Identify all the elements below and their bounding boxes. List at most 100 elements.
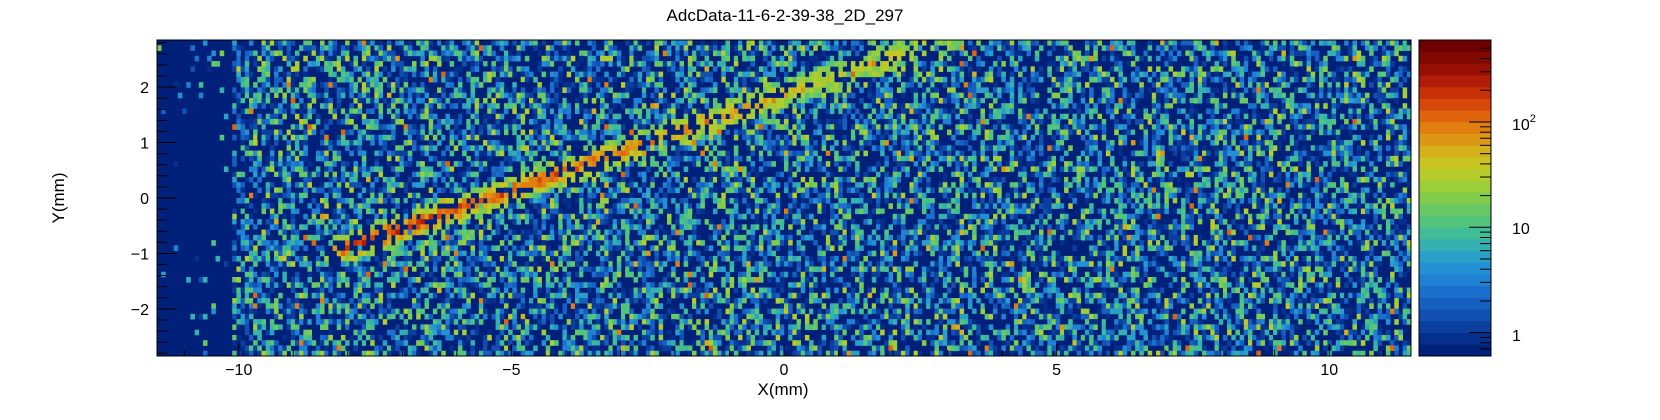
heatmap-cell — [1026, 40, 1031, 46]
heatmap-cell — [842, 145, 848, 151]
heatmap-cell — [1093, 124, 1098, 130]
heatmap-cell — [1122, 66, 1128, 72]
heatmap-cell — [683, 119, 689, 125]
heatmap-cell — [1365, 113, 1370, 120]
heatmap-cell — [257, 150, 262, 157]
heatmap-cell — [650, 161, 655, 167]
heatmap-cell — [503, 71, 509, 78]
heatmap-cell — [1344, 166, 1349, 173]
heatmap-cell — [474, 134, 480, 141]
heatmap-cell — [244, 87, 250, 94]
heatmap-cell — [951, 71, 956, 78]
heatmap-cell — [290, 161, 296, 167]
heatmap-cell — [792, 40, 797, 46]
heatmap-cell — [1214, 176, 1220, 183]
heatmap-cell — [1026, 161, 1031, 167]
heatmap-cell — [788, 166, 793, 173]
heatmap-cell — [859, 145, 864, 151]
heatmap-cell — [1243, 176, 1249, 183]
heatmap-cell — [349, 182, 354, 188]
heatmap-cell — [1105, 145, 1111, 151]
heatmap-cell — [1064, 55, 1069, 62]
heatmap-cell — [733, 124, 739, 130]
heatmap-cell — [1264, 129, 1270, 136]
heatmap-cell — [332, 45, 338, 51]
heatmap-cell — [1114, 145, 1119, 151]
heatmap-cell — [867, 119, 873, 125]
heatmap-cell — [1076, 176, 1082, 183]
heatmap-cell — [1068, 82, 1073, 88]
heatmap-cell — [1193, 40, 1199, 46]
heatmap-cell — [432, 113, 438, 120]
heatmap-cell — [445, 171, 450, 178]
heatmap-cell — [754, 50, 760, 57]
heatmap-cell — [579, 161, 584, 167]
heatmap-cell — [646, 155, 651, 162]
heatmap-cell — [1202, 76, 1207, 83]
heatmap-cell — [232, 124, 237, 130]
heatmap-cell — [775, 119, 781, 125]
heatmap-cell — [303, 140, 308, 146]
heatmap-cell — [666, 103, 672, 109]
heatmap-cell — [1064, 140, 1069, 146]
heatmap-cell — [332, 61, 338, 67]
heatmap-cell — [629, 45, 634, 51]
heatmap-cell — [683, 150, 689, 157]
heatmap-cell — [855, 124, 860, 130]
heatmap-cell — [529, 40, 534, 46]
heatmap-cell — [1034, 108, 1040, 115]
heatmap-cell — [1406, 150, 1412, 157]
heatmap-cell — [1264, 66, 1270, 72]
heatmap-cell — [1285, 140, 1291, 146]
heatmap-cell — [453, 182, 459, 188]
heatmap-cell — [779, 155, 785, 162]
heatmap-cell — [483, 124, 488, 130]
heatmap-cell — [1306, 182, 1312, 188]
heatmap-cell — [1089, 40, 1094, 46]
heatmap-cell — [1218, 50, 1224, 57]
heatmap-cell — [328, 61, 333, 67]
heatmap-cell — [1331, 113, 1337, 120]
heatmap-cell — [1080, 61, 1086, 67]
heatmap-cell — [1243, 40, 1249, 46]
heatmap-cell — [382, 76, 388, 83]
heatmap-cell — [1001, 124, 1006, 130]
heatmap-cell — [846, 108, 852, 115]
heatmap-cell — [1105, 87, 1111, 94]
heatmap-cell — [1381, 45, 1387, 51]
heatmap-cell — [616, 129, 622, 136]
heatmap-cell — [1377, 150, 1383, 157]
heatmap-cell — [378, 92, 384, 99]
chart-title: AdcData-11-6-2-39-38_2D_297 — [667, 6, 904, 25]
heatmap-cell — [967, 155, 973, 162]
heatmap-cell — [570, 55, 576, 62]
heatmap-cell — [1089, 92, 1094, 99]
heatmap-cell — [738, 50, 743, 57]
heatmap-cell — [1285, 97, 1291, 104]
heatmap-cell — [997, 155, 1002, 162]
heatmap-cell — [758, 140, 764, 146]
heatmap-cell — [1110, 166, 1115, 173]
heatmap-cell — [1051, 76, 1057, 83]
heatmap-cell — [411, 82, 417, 88]
heatmap-cell — [1348, 55, 1353, 62]
heatmap-cell — [269, 87, 275, 94]
heatmap-cell — [1130, 145, 1136, 151]
heatmap-cell — [286, 161, 292, 167]
heatmap-cell — [1365, 71, 1370, 78]
heatmap-cell — [620, 155, 626, 162]
heatmap-cell — [733, 182, 739, 188]
heatmap-cell — [516, 182, 522, 188]
heatmap-cell — [679, 97, 685, 104]
heatmap-cell — [1331, 40, 1337, 46]
heatmap-cell — [821, 161, 827, 167]
heatmap-cell — [629, 182, 634, 188]
heatmap-cell — [951, 119, 956, 125]
heatmap-cell — [1001, 87, 1006, 94]
heatmap-cell — [1105, 76, 1111, 83]
heatmap-cell — [963, 124, 969, 130]
heatmap-cell — [483, 119, 488, 125]
heatmap-cell — [675, 97, 680, 104]
heatmap-cell — [959, 140, 965, 146]
heatmap-cell — [1076, 155, 1082, 162]
